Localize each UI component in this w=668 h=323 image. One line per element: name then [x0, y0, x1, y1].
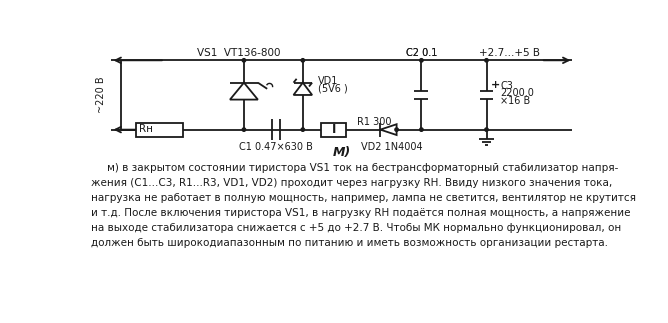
- Text: VD2 1N4004: VD2 1N4004: [361, 141, 423, 151]
- Text: VS1  VT136-800: VS1 VT136-800: [197, 47, 281, 57]
- Text: ~220 В: ~220 В: [96, 77, 106, 113]
- Bar: [321, 123, 346, 137]
- Text: М): М): [333, 146, 351, 159]
- Text: ×16 В: ×16 В: [500, 96, 530, 106]
- Text: +2.7...+5 В: +2.7...+5 В: [479, 48, 540, 58]
- Text: 2200.0: 2200.0: [500, 89, 534, 99]
- Text: и т.д. После включения тиристора VS1, в нагрузку RН подаётся полная мощность, а : и т.д. После включения тиристора VS1, в …: [92, 208, 631, 218]
- Text: (5V6 ): (5V6 ): [319, 83, 348, 93]
- Circle shape: [485, 59, 488, 62]
- Circle shape: [395, 128, 398, 131]
- Polygon shape: [293, 83, 312, 95]
- Circle shape: [242, 128, 246, 131]
- Text: должен быть широкодиапазонным по питанию и иметь возможность организации рестарт: должен быть широкодиапазонным по питанию…: [92, 238, 609, 248]
- Bar: [136, 123, 183, 137]
- Text: м) в закрытом состоянии тиристора VS1 ток на бестрансформаторный стабилизатор на: м) в закрытом состоянии тиристора VS1 то…: [107, 163, 618, 173]
- Text: C1 0.47×630 В: C1 0.47×630 В: [238, 141, 313, 151]
- Circle shape: [301, 59, 305, 62]
- Text: C2 0.1: C2 0.1: [405, 48, 437, 58]
- Text: +: +: [490, 80, 500, 90]
- Text: нагрузка не работает в полную мощность, например, лампа не светится, вентилятор : нагрузка не работает в полную мощность, …: [92, 193, 636, 203]
- Text: жения (C1...C3, R1...R3, VD1, VD2) проходит через нагрузку RН. Ввиду низкого зна: жения (C1...C3, R1...R3, VD1, VD2) прохо…: [92, 178, 613, 188]
- Circle shape: [242, 59, 246, 62]
- Circle shape: [301, 128, 305, 131]
- Polygon shape: [380, 124, 397, 135]
- Circle shape: [420, 128, 423, 131]
- Text: R1 300: R1 300: [357, 117, 391, 127]
- Circle shape: [485, 128, 488, 131]
- Text: C3: C3: [500, 81, 513, 91]
- Text: C2 0.1: C2 0.1: [405, 48, 437, 58]
- Text: Rн: Rн: [138, 124, 152, 134]
- Text: I: I: [331, 123, 336, 136]
- Text: на выходе стабилизатора снижается с +5 до +2.7 В. Чтобы МК нормально функциониро: на выходе стабилизатора снижается с +5 д…: [92, 223, 621, 233]
- Text: VD1: VD1: [319, 76, 339, 86]
- Circle shape: [420, 59, 423, 62]
